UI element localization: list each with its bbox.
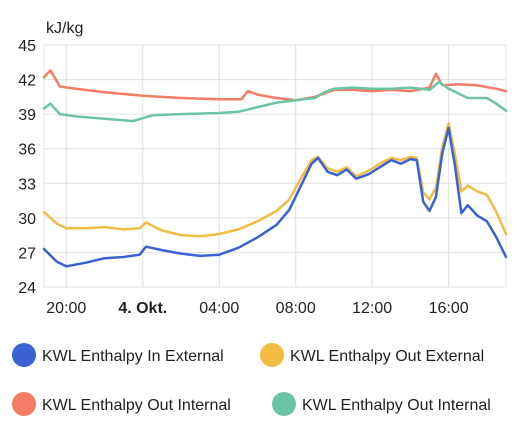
- y-tick-label: 45: [18, 38, 36, 55]
- y-axis-ticks: 24 27 30 33 36 39 42 45: [18, 38, 36, 297]
- series-lines: [42, 69, 508, 268]
- x-tick-label: 16:00: [429, 300, 469, 317]
- y-tick-label: 42: [18, 73, 36, 90]
- y-tick-label: 36: [18, 142, 36, 159]
- legend[interactable]: KWL Enthalpy In External KWL Enthalpy Out…: [12, 343, 491, 416]
- series-line-1: [42, 122, 508, 238]
- x-tick-label: 4. Okt.: [118, 300, 167, 317]
- y-tick-label: 24: [18, 280, 36, 297]
- legend-label: KWL Enthalpy Out Internal: [42, 397, 231, 414]
- x-tick-label: 08:00: [276, 300, 316, 317]
- x-tick-label: 12:00: [352, 300, 392, 317]
- x-tick-label: 20:00: [46, 300, 86, 317]
- series-line-0: [42, 126, 508, 268]
- legend-item[interactable]: KWL Enthalpy In External: [12, 343, 224, 367]
- y-tick-label: 33: [18, 176, 36, 193]
- y-tick-label: 39: [18, 107, 36, 124]
- legend-item[interactable]: KWL Enthalpy Out Internal: [272, 392, 491, 416]
- y-axis-unit: kJ/kg: [46, 20, 83, 37]
- legend-label: KWL Enthalpy In External: [42, 348, 224, 365]
- x-axis-ticks: 20:00 4. Okt. 04:00 08:00 12:00 16:00: [46, 300, 468, 317]
- x-tick-label: 04:00: [199, 300, 239, 317]
- y-tick-label: 30: [18, 211, 36, 228]
- legend-swatch: [260, 343, 284, 367]
- legend-swatch: [272, 392, 296, 416]
- legend-label: KWL Enthalpy Out External: [290, 348, 484, 365]
- y-tick-label: 27: [18, 245, 36, 262]
- legend-label: KWL Enthalpy Out Internal: [302, 397, 491, 414]
- legend-swatch: [12, 392, 36, 416]
- legend-item[interactable]: KWL Enthalpy Out Internal: [12, 392, 231, 416]
- legend-swatch: [12, 343, 36, 367]
- legend-item[interactable]: KWL Enthalpy Out External: [260, 343, 484, 367]
- series-line-3: [42, 80, 508, 123]
- grid: [43, 44, 507, 288]
